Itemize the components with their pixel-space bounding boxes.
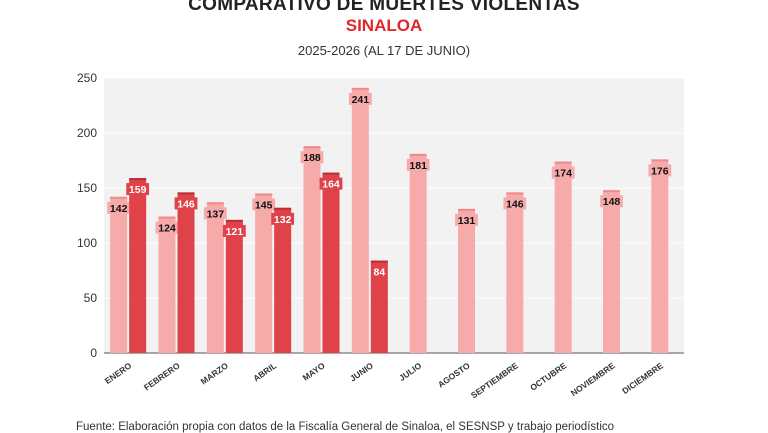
data-label-bg bbox=[348, 92, 372, 105]
data-label-bg bbox=[455, 213, 478, 226]
y-tick-label: 100 bbox=[77, 236, 97, 250]
bar-2025 bbox=[651, 159, 669, 353]
chart-period: 2025-2026 (AL 17 DE JUNIO) bbox=[297, 43, 471, 58]
x-tick-label: OCTUBRE bbox=[528, 360, 568, 392]
data-label: 142 bbox=[110, 203, 128, 215]
x-tick-label: ABRIL bbox=[251, 360, 278, 383]
x-tick-label: AGOSTO bbox=[436, 360, 472, 389]
bar-2025 bbox=[110, 196, 128, 353]
data-label: 181 bbox=[409, 160, 427, 172]
bar-2026 bbox=[322, 172, 340, 353]
data-label: 164 bbox=[322, 179, 340, 191]
x-tick-label: JUNIO bbox=[348, 360, 375, 383]
x-tick-label: SEPTIEMBRE bbox=[469, 360, 520, 400]
data-label-bg bbox=[107, 201, 131, 214]
bar-cap bbox=[351, 87, 369, 90]
y-tick-label: 150 bbox=[77, 181, 97, 195]
bar-cap bbox=[554, 161, 572, 164]
bar-cap bbox=[110, 196, 128, 199]
x-tick-label: DICIEMBRE bbox=[620, 360, 665, 396]
data-label: 148 bbox=[603, 196, 621, 208]
data-label: 132 bbox=[274, 214, 292, 226]
data-label: 131 bbox=[458, 215, 476, 227]
bar-cap bbox=[255, 193, 273, 196]
data-label-bg bbox=[406, 158, 430, 171]
bar-cap bbox=[322, 172, 340, 175]
data-label: 146 bbox=[506, 198, 524, 210]
data-label: 146 bbox=[177, 198, 195, 210]
data-label-bg bbox=[203, 207, 227, 220]
bar-2026 bbox=[129, 178, 147, 353]
data-label-bg bbox=[222, 224, 246, 237]
bar-cap bbox=[409, 153, 427, 156]
bar-cap bbox=[206, 202, 224, 205]
data-label-bg bbox=[252, 198, 276, 211]
bar-2026 bbox=[274, 207, 292, 353]
data-label-bg bbox=[126, 183, 150, 196]
y-tick-label: 0 bbox=[90, 346, 97, 360]
chart-title: COMPARATIVO DE MUERTES VIOLENTAS bbox=[188, 0, 580, 15]
bar-2026 bbox=[370, 260, 388, 353]
x-tick-label: NOVIEMBRE bbox=[569, 360, 617, 398]
y-tick-label: 250 bbox=[77, 71, 97, 85]
x-tick-label: ENERO bbox=[103, 360, 134, 386]
data-label-bg bbox=[648, 164, 672, 177]
bar-2025 bbox=[603, 190, 620, 353]
data-label: 145 bbox=[255, 200, 273, 212]
bar-2025 bbox=[351, 87, 369, 354]
y-tick-label: 50 bbox=[84, 291, 98, 305]
bar-2025 bbox=[554, 161, 572, 353]
data-label-bg bbox=[319, 177, 343, 190]
source-note: Fuente: Elaboración propia con datos de … bbox=[76, 421, 615, 433]
bar-cap bbox=[225, 219, 243, 222]
data-label: 84 bbox=[373, 267, 385, 279]
bar-2025 bbox=[409, 153, 427, 353]
bar-2026 bbox=[177, 192, 195, 353]
data-label: 159 bbox=[129, 184, 147, 196]
data-label: 124 bbox=[158, 223, 176, 235]
data-label: 188 bbox=[303, 152, 321, 164]
bar-cap bbox=[177, 192, 195, 195]
x-tick-label: MARZO bbox=[199, 360, 231, 386]
data-label-bg bbox=[600, 195, 623, 208]
y-tick-label: 200 bbox=[77, 126, 97, 140]
data-label-bg bbox=[371, 265, 388, 278]
data-label-bg bbox=[300, 151, 324, 164]
x-tick-label: MAYO bbox=[301, 360, 327, 383]
bar-cap bbox=[506, 192, 524, 195]
bar-cap bbox=[603, 190, 620, 193]
data-label: 174 bbox=[554, 168, 572, 180]
x-tick-label: JULIO bbox=[397, 360, 424, 383]
bar-cap bbox=[370, 260, 388, 263]
bar-2026 bbox=[225, 219, 243, 353]
plot-area bbox=[104, 78, 684, 353]
bar-cap bbox=[303, 146, 321, 149]
data-label-bg bbox=[155, 221, 179, 234]
data-label-bg bbox=[174, 197, 198, 210]
bar-2025 bbox=[206, 202, 224, 353]
bar-cap bbox=[274, 207, 292, 210]
bar-cap bbox=[129, 178, 147, 181]
bar-2025 bbox=[506, 192, 524, 353]
bar-cap bbox=[458, 208, 475, 211]
x-tick-label: FEBRERO bbox=[142, 360, 182, 392]
data-label-bg bbox=[503, 197, 527, 210]
data-label: 121 bbox=[226, 226, 244, 238]
data-label: 137 bbox=[207, 208, 225, 220]
chart-subtitle: SINALOA bbox=[345, 16, 423, 35]
data-label: 176 bbox=[651, 165, 669, 177]
bar-cap bbox=[158, 216, 176, 219]
bar-2025 bbox=[303, 146, 321, 353]
bar-2025 bbox=[255, 193, 273, 353]
bar-2025 bbox=[458, 208, 475, 353]
bar-cap bbox=[651, 159, 669, 162]
data-label-bg bbox=[271, 212, 295, 225]
data-label: 241 bbox=[352, 94, 370, 106]
data-label-bg bbox=[551, 166, 575, 179]
bar-2025 bbox=[158, 216, 176, 353]
